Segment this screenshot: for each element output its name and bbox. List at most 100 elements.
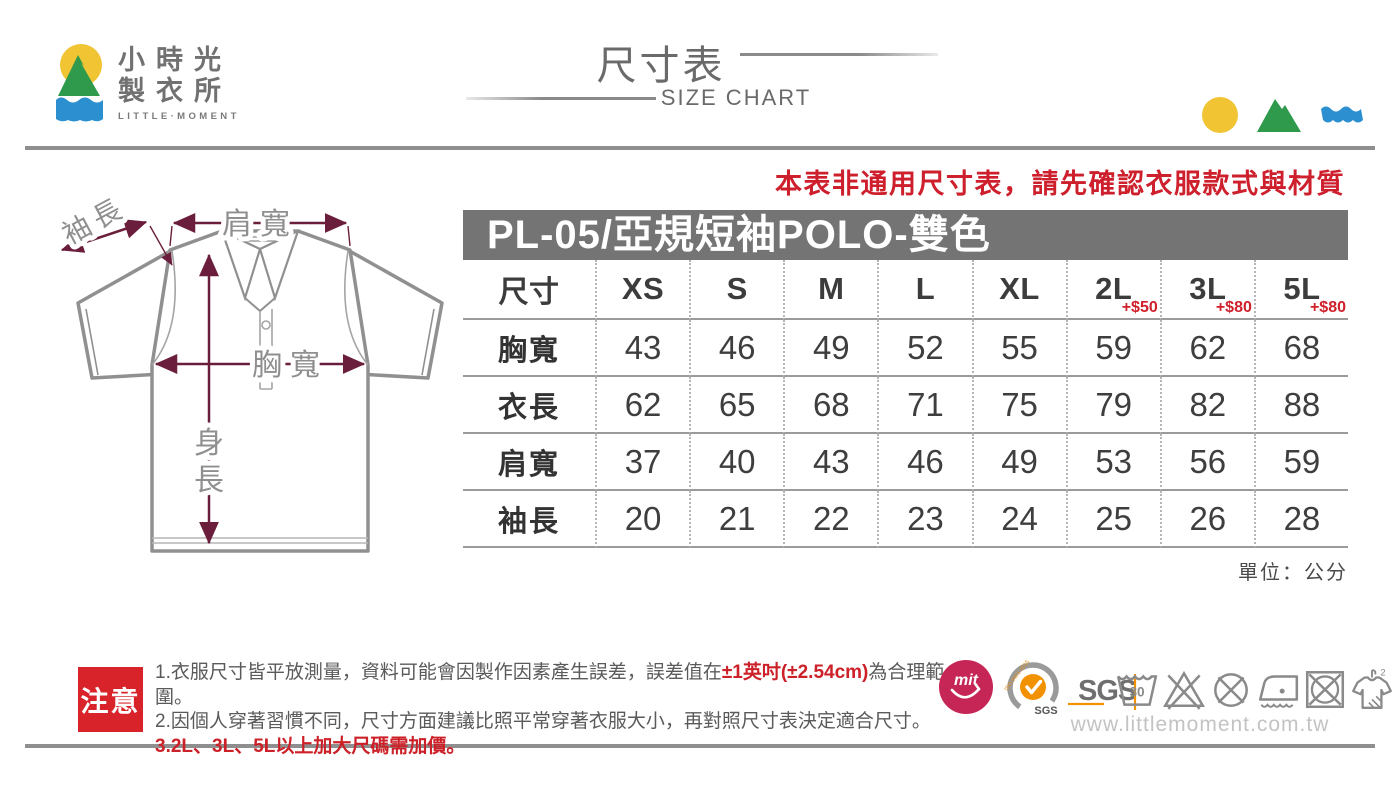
smile-arc [950,683,981,699]
left-armhole-seam [151,250,177,366]
right-armhole-seam [343,250,369,366]
row-label-cell: 肩寬 [463,434,595,491]
value-cell: 28 [1253,491,1348,548]
header-cell: S [689,260,784,320]
sleeve-length-arrow [60,219,148,253]
value-cell: 49 [971,434,1066,491]
iso-sgs-label: SGS [1034,705,1057,717]
value-cell: 68 [1253,320,1348,377]
body-label-2: 長 [194,464,224,497]
sun-dot-icon [1202,97,1238,133]
wash-30-icon: 30 [1116,674,1158,706]
value-cell: 43 [595,320,690,377]
value-cell: 59 [1253,434,1348,491]
sgs-text: SGS [1078,675,1137,707]
value-cell: 53 [1065,434,1160,491]
collar [220,228,300,390]
row-label-cell: 袖長 [463,491,595,548]
water-icon [56,97,103,122]
size-table: PL-05/亞規短袖POLO-雙色 尺寸 XS S M L XL 2L +$50 … [463,210,1348,548]
page-title: 尺寸表 [596,44,726,88]
note-tolerance: ±1英吋(±2.54cm) [721,662,869,683]
value-cell: 59 [1065,320,1160,377]
unit-note: 單位：公分 [1238,562,1348,584]
surcharge-badge: +$50 [1121,299,1158,316]
drip-dry-shirt-icon: 2 [1352,666,1392,709]
value-cell: 49 [783,320,878,377]
do-not-bleach-icon [1163,670,1205,710]
header-cell: M [783,260,878,320]
header-cell: 3L +$80 [1159,260,1254,320]
check-icon [1025,679,1043,695]
body-label-1: 身 [194,427,224,460]
brand-subtitle: LITTLE·MOMENT [118,111,240,122]
value-cell: 56 [1159,434,1254,491]
header-cell: L [877,260,972,320]
notice-banner: 本表非通用尺寸表，請先確認衣服款式與材質 [775,169,1345,199]
value-cell: 22 [783,491,878,548]
value-cell: 52 [877,320,972,377]
top-divider [25,146,1375,150]
row-label-cell: 胸寬 [463,320,595,377]
row-label-cell: 衣長 [463,377,595,434]
mountain-icon [58,55,100,96]
hem-lines [152,537,368,544]
attention-badge: 注意 [78,667,143,732]
iso-certified-badge: ISO 9001:2015 SGS [1003,659,1059,717]
title-rule-right [740,53,938,56]
surcharge-badge: +$80 [1309,299,1346,316]
surcharge-badge: +$80 [1215,299,1252,316]
brand-line-1: 小時光 [118,45,232,75]
note-line-2: 2.因個人穿著習慣不同，尺寸方面建議比照平常穿著衣服大小，再對照尺寸表決定適合尺… [155,711,931,732]
iron-icon [1258,675,1299,708]
value-cell: 62 [1159,320,1254,377]
value-cell: 23 [877,491,972,548]
size-table-grid: 尺寸 XS S M L XL 2L +$50 3L +$80 5L +$80 胸寬 4… [463,260,1348,548]
mountain-triangle-icon [1257,99,1301,132]
notes-block: 1.衣服尺寸皆平放測量，資料可能會因製作因素產生誤差，誤差值在±1英吋(±2.5… [155,661,945,759]
value-cell: 62 [595,377,690,434]
website-url: www.littlemoment.com.tw [1070,713,1330,736]
note-line-1: 1.衣服尺寸皆平放測量，資料可能會因製作因素產生誤差，誤差值在±1英吋(±2.5… [155,662,945,708]
chest-label: 胸寬 [252,349,328,382]
mit-smile-badge: mit [939,660,993,714]
value-cell: 21 [689,491,784,548]
value-cell: 75 [971,377,1066,434]
value-cell: 25 [1065,491,1160,548]
header-cell: 5L +$80 [1253,260,1348,320]
do-not-tumble-dry-icon [1305,671,1345,709]
page-subtitle: SIZE CHART [660,85,812,110]
header-cell: XS [595,260,690,320]
value-cell: 24 [971,491,1066,548]
value-cell: 68 [783,377,878,434]
note-line-3: 3.2L、3L、5L以上加大尺碼需加價。 [155,735,466,757]
right-cuff-line [421,308,435,376]
value-cell: 43 [783,434,878,491]
do-not-dry-clean-icon [1214,673,1248,707]
header-cell: XL [971,260,1066,320]
brand-name: 小時光 製衣所 LITTLE·MOMENT [118,45,240,122]
shoulder-label: 肩寬 [222,208,298,241]
title-rule-left [466,97,656,100]
value-cell: 88 [1253,377,1348,434]
shirt-icon-number: 2 [1380,666,1385,677]
wash-temp-label: 30 [1129,684,1144,699]
value-cell: 46 [877,434,972,491]
value-cell: 71 [877,377,972,434]
value-cell: 79 [1065,377,1160,434]
shirt-body [150,229,370,553]
water-wave-icon [1321,106,1363,123]
value-cell: 26 [1159,491,1254,548]
left-cuff-line [85,308,99,376]
sleeve-label: 袖長 [57,193,132,250]
mit-label: mit [954,672,979,689]
value-cell: 82 [1159,377,1254,434]
value-cell: 55 [971,320,1066,377]
value-cell: 46 [689,320,784,377]
brand-line-2: 製衣所 [118,76,232,106]
product-title-bar: PL-05/亞規短袖POLO-雙色 [463,210,1348,260]
measure-arrows [60,213,366,545]
value-cell: 37 [595,434,690,491]
polo-measurement-diagram: 肩寬 袖長 胸寬 身 長 [52,193,444,553]
